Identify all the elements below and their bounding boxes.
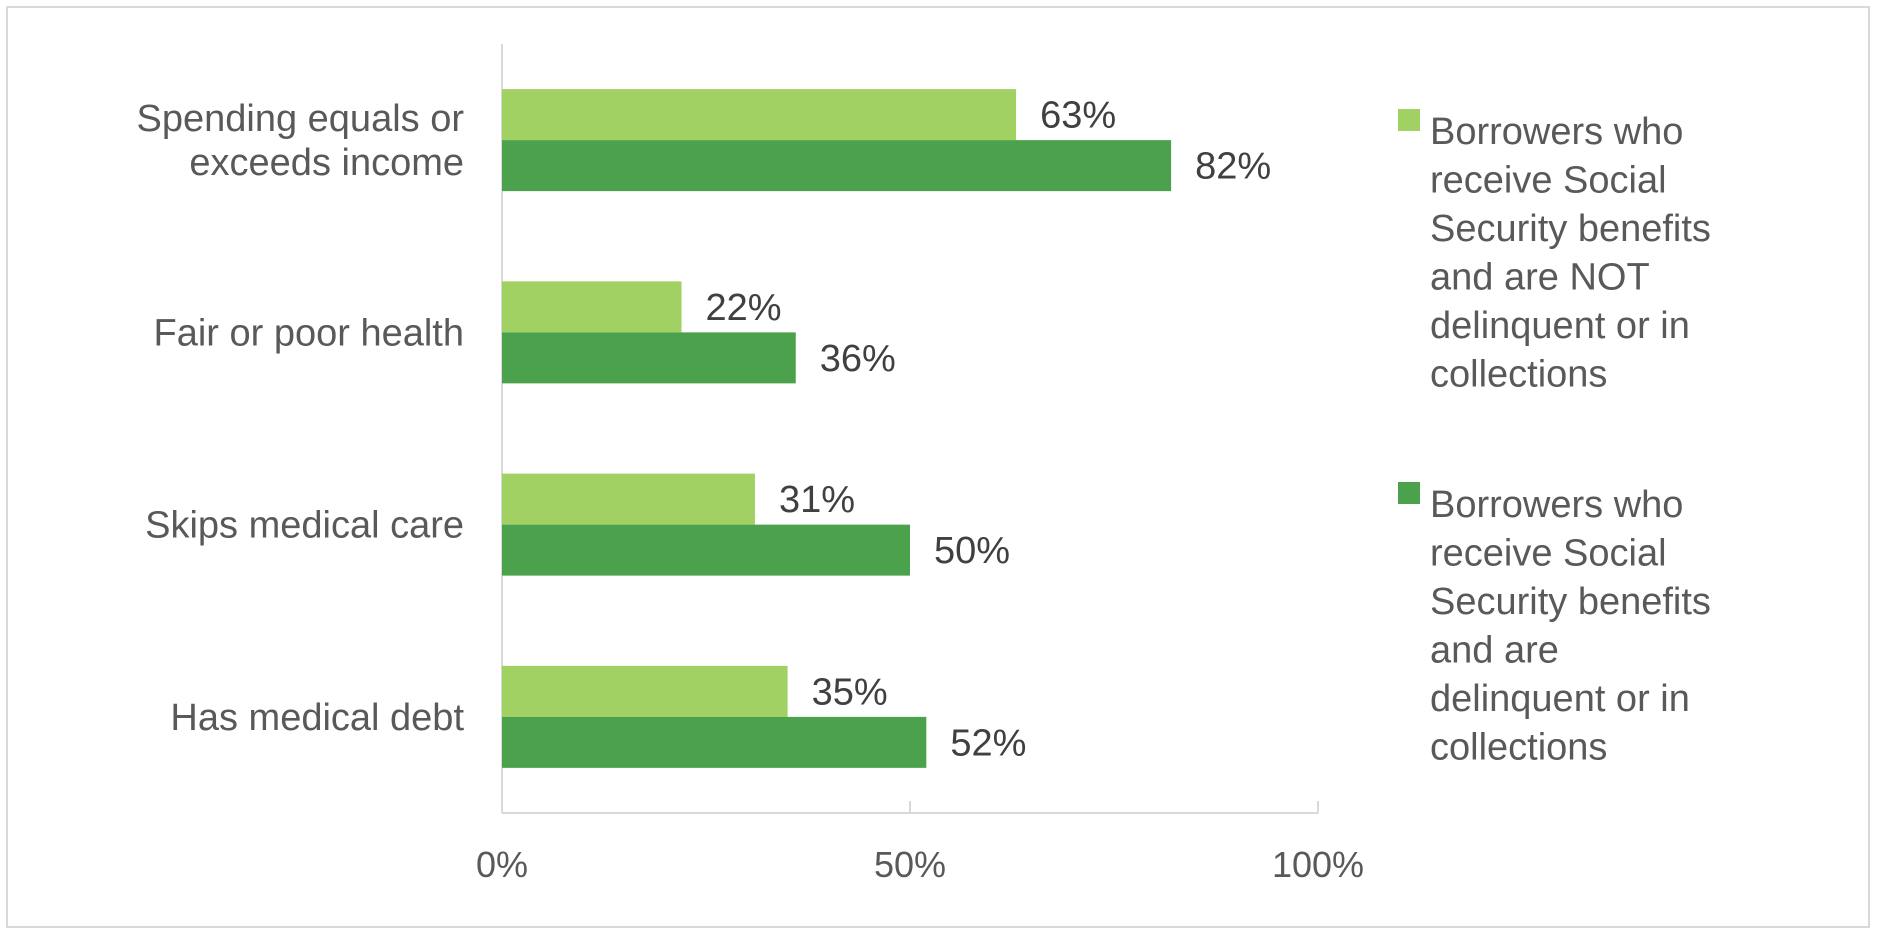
data-label: 63% xyxy=(1040,95,1116,137)
bar-series-1 xyxy=(502,473,755,525)
data-label: 31% xyxy=(779,479,855,521)
legend-label: Borrowers who xyxy=(1430,484,1683,526)
legend-label: and are xyxy=(1430,630,1559,672)
legend-label: Security benefits xyxy=(1430,208,1711,250)
legend-label: receive Social xyxy=(1430,160,1667,202)
category-label: Skips medical care xyxy=(145,505,464,547)
legend-label: collections xyxy=(1430,354,1607,396)
data-label: 22% xyxy=(706,287,782,329)
data-label: 82% xyxy=(1195,146,1271,188)
bar-series-2 xyxy=(502,140,1172,192)
data-label: 35% xyxy=(812,671,888,713)
legend-label: Borrowers who xyxy=(1430,111,1683,153)
x-tick-label: 100% xyxy=(1272,844,1364,885)
legend-swatch-2 xyxy=(1398,482,1420,504)
data-label: 36% xyxy=(820,338,896,380)
legend-label: delinquent or in xyxy=(1430,678,1690,720)
bar-series-2 xyxy=(502,716,927,768)
legend-label: collections xyxy=(1430,727,1607,769)
x-tick-label: 50% xyxy=(874,844,946,885)
chart-frame xyxy=(6,6,1870,928)
legend-swatch-1 xyxy=(1398,109,1420,131)
legend-label: receive Social xyxy=(1430,533,1667,575)
bar-series-1 xyxy=(502,281,682,333)
category-label: Has medical debt xyxy=(170,697,464,739)
bar-series-1 xyxy=(502,665,788,717)
category-label: exceeds income xyxy=(189,142,464,184)
category-label: Spending equals or xyxy=(137,98,465,140)
legend-label: and are NOT xyxy=(1430,257,1650,299)
bar-series-1 xyxy=(502,89,1017,141)
data-label: 50% xyxy=(934,530,1010,572)
bar-series-2 xyxy=(502,332,796,384)
legend-label: delinquent or in xyxy=(1430,305,1690,347)
bar-series-2 xyxy=(502,524,910,576)
data-label: 52% xyxy=(950,722,1026,764)
legend-label: Security benefits xyxy=(1430,581,1711,623)
x-tick-label: 0% xyxy=(476,844,528,885)
category-label: Fair or poor health xyxy=(154,312,465,354)
